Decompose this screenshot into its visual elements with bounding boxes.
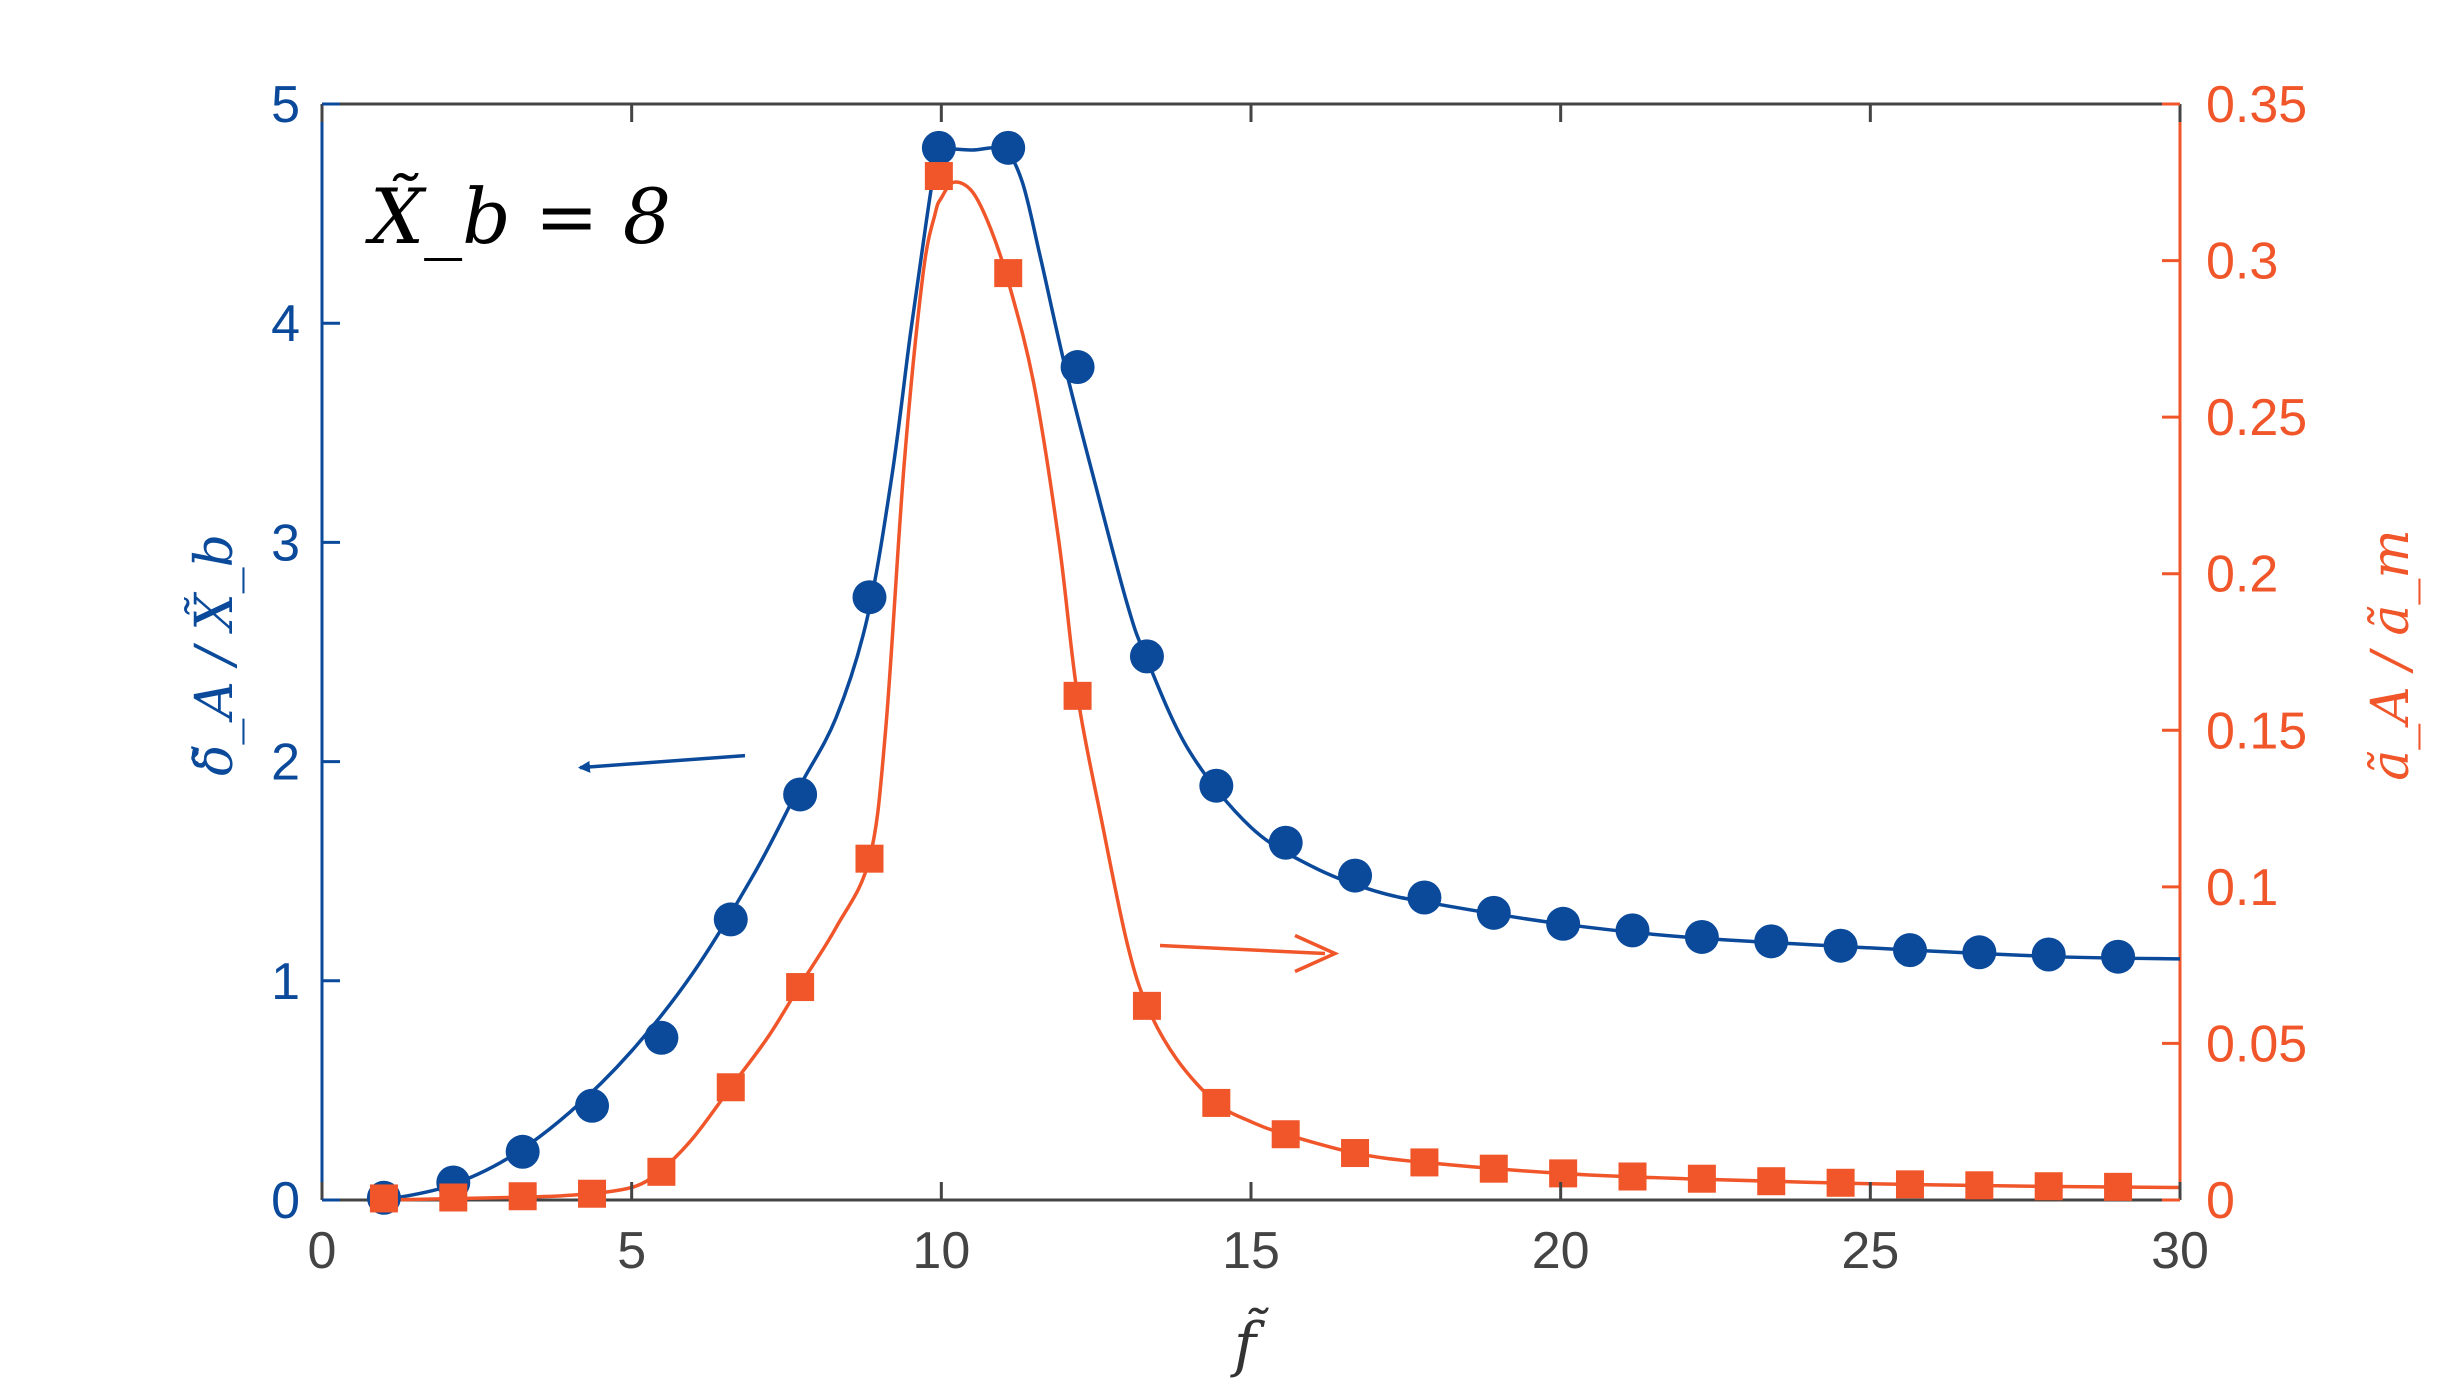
y-right-tick-label: 0.3 bbox=[2206, 233, 2278, 291]
y-right-tick-label: 0 bbox=[2206, 1172, 2235, 1230]
x-tick-label: 5 bbox=[617, 1222, 646, 1280]
y-left-axis-label: δ̃_A / X̃_b bbox=[184, 534, 245, 776]
y-left-tick-label: 4 bbox=[271, 295, 300, 353]
series-right-point bbox=[1479, 1154, 1508, 1183]
y-left-tick-label: 1 bbox=[271, 953, 300, 1011]
y-right-tick-label: 0.1 bbox=[2206, 859, 2278, 917]
series-left-point bbox=[1338, 858, 1373, 893]
series-right-point bbox=[855, 844, 884, 873]
arrow-right-axis-head bbox=[1294, 933, 1340, 974]
y-right-tick-label: 0.15 bbox=[2206, 702, 2307, 760]
series-right-point bbox=[1132, 991, 1161, 1020]
series-left-point bbox=[1129, 639, 1164, 674]
series-right-point bbox=[1341, 1139, 1370, 1168]
y-left-tick-label: 3 bbox=[271, 514, 300, 572]
series-left-point bbox=[505, 1134, 540, 1169]
series-left-point bbox=[1962, 935, 1997, 970]
series-left-point bbox=[713, 902, 748, 937]
series-left-point bbox=[1199, 768, 1234, 803]
series-left-point bbox=[1615, 913, 1650, 948]
series-right-point bbox=[1826, 1168, 1855, 1197]
x-tick-label: 15 bbox=[1222, 1222, 1280, 1280]
series-left-point bbox=[1823, 928, 1858, 963]
series-left-point bbox=[2101, 939, 2136, 974]
series-right-point bbox=[1965, 1171, 1994, 1200]
series-left-point bbox=[1268, 825, 1303, 860]
markers-group bbox=[366, 130, 2136, 1215]
series-left-point bbox=[1546, 906, 1581, 941]
series-right-point bbox=[1063, 681, 1092, 710]
y-left-tick-label: 2 bbox=[271, 734, 300, 792]
arrows-group bbox=[578, 753, 1340, 974]
series-right-point bbox=[508, 1182, 537, 1211]
series-left-point bbox=[1060, 350, 1095, 385]
series-right-point bbox=[439, 1183, 468, 1212]
series-left-point bbox=[575, 1088, 610, 1123]
ticks-group: 0 5 10 15 20 25 3001234500.050.10.150.20.250.3… bbox=[271, 76, 2307, 1280]
series-right-point bbox=[1618, 1162, 1647, 1191]
y-left-tick-label: 5 bbox=[271, 76, 300, 134]
series-left-point bbox=[644, 1020, 679, 1055]
series-left-point bbox=[1754, 924, 1789, 959]
series-right-point bbox=[578, 1179, 607, 1208]
y-left-tick-label: 0 bbox=[271, 1172, 300, 1230]
series-right-point bbox=[2104, 1172, 2133, 1201]
series-right-point bbox=[1549, 1159, 1578, 1188]
series-left-point bbox=[1684, 919, 1719, 954]
series-right-point bbox=[1410, 1148, 1439, 1177]
series-right-point bbox=[1202, 1088, 1231, 1117]
x-tick-label: 0 bbox=[308, 1222, 337, 1280]
series-right-point bbox=[1687, 1164, 1716, 1193]
x-tick-label: 10 bbox=[912, 1222, 970, 1280]
series-right-point bbox=[647, 1157, 676, 1186]
series-right-point bbox=[369, 1184, 398, 1213]
series-left-point bbox=[1476, 895, 1511, 930]
y-right-axis-label: ã_A / ã_m bbox=[2361, 529, 2421, 780]
series-right-point bbox=[994, 259, 1023, 288]
series-right-point bbox=[786, 973, 815, 1002]
series-left-point bbox=[991, 130, 1026, 165]
series-left-point bbox=[852, 580, 887, 615]
series-left-point bbox=[921, 130, 956, 165]
series-left-point bbox=[2031, 937, 2066, 972]
x-tick-label: 25 bbox=[1841, 1222, 1899, 1280]
series-left-point bbox=[1407, 880, 1442, 915]
y-right-tick-label: 0.35 bbox=[2206, 76, 2307, 134]
annotation-text: X̃_b = 8 bbox=[365, 171, 671, 261]
series-right-point bbox=[924, 162, 953, 191]
series-right-point bbox=[1757, 1167, 1786, 1196]
series-left-point bbox=[783, 777, 818, 812]
y-right-tick-label: 0.25 bbox=[2206, 389, 2307, 447]
x-tick-label: 30 bbox=[2151, 1222, 2209, 1280]
series-left-point bbox=[1892, 933, 1927, 968]
y-right-tick-label: 0.2 bbox=[2206, 546, 2278, 604]
x-tick-label: 20 bbox=[1532, 1222, 1590, 1280]
arrow-right-axis-shaft bbox=[1159, 943, 1326, 956]
axes-group bbox=[320, 102, 2182, 1202]
annotation-xb: X̃_b = 8 bbox=[365, 171, 671, 261]
y-right-tick-label: 0.05 bbox=[2206, 1015, 2307, 1073]
x-axis-label: f̃ bbox=[1230, 1307, 1270, 1380]
series-right-point bbox=[716, 1073, 745, 1102]
series-right-point bbox=[1271, 1120, 1300, 1149]
series-right-point bbox=[2034, 1172, 2063, 1201]
series-right-point bbox=[1895, 1170, 1924, 1199]
arrow-left-axis bbox=[578, 753, 746, 773]
